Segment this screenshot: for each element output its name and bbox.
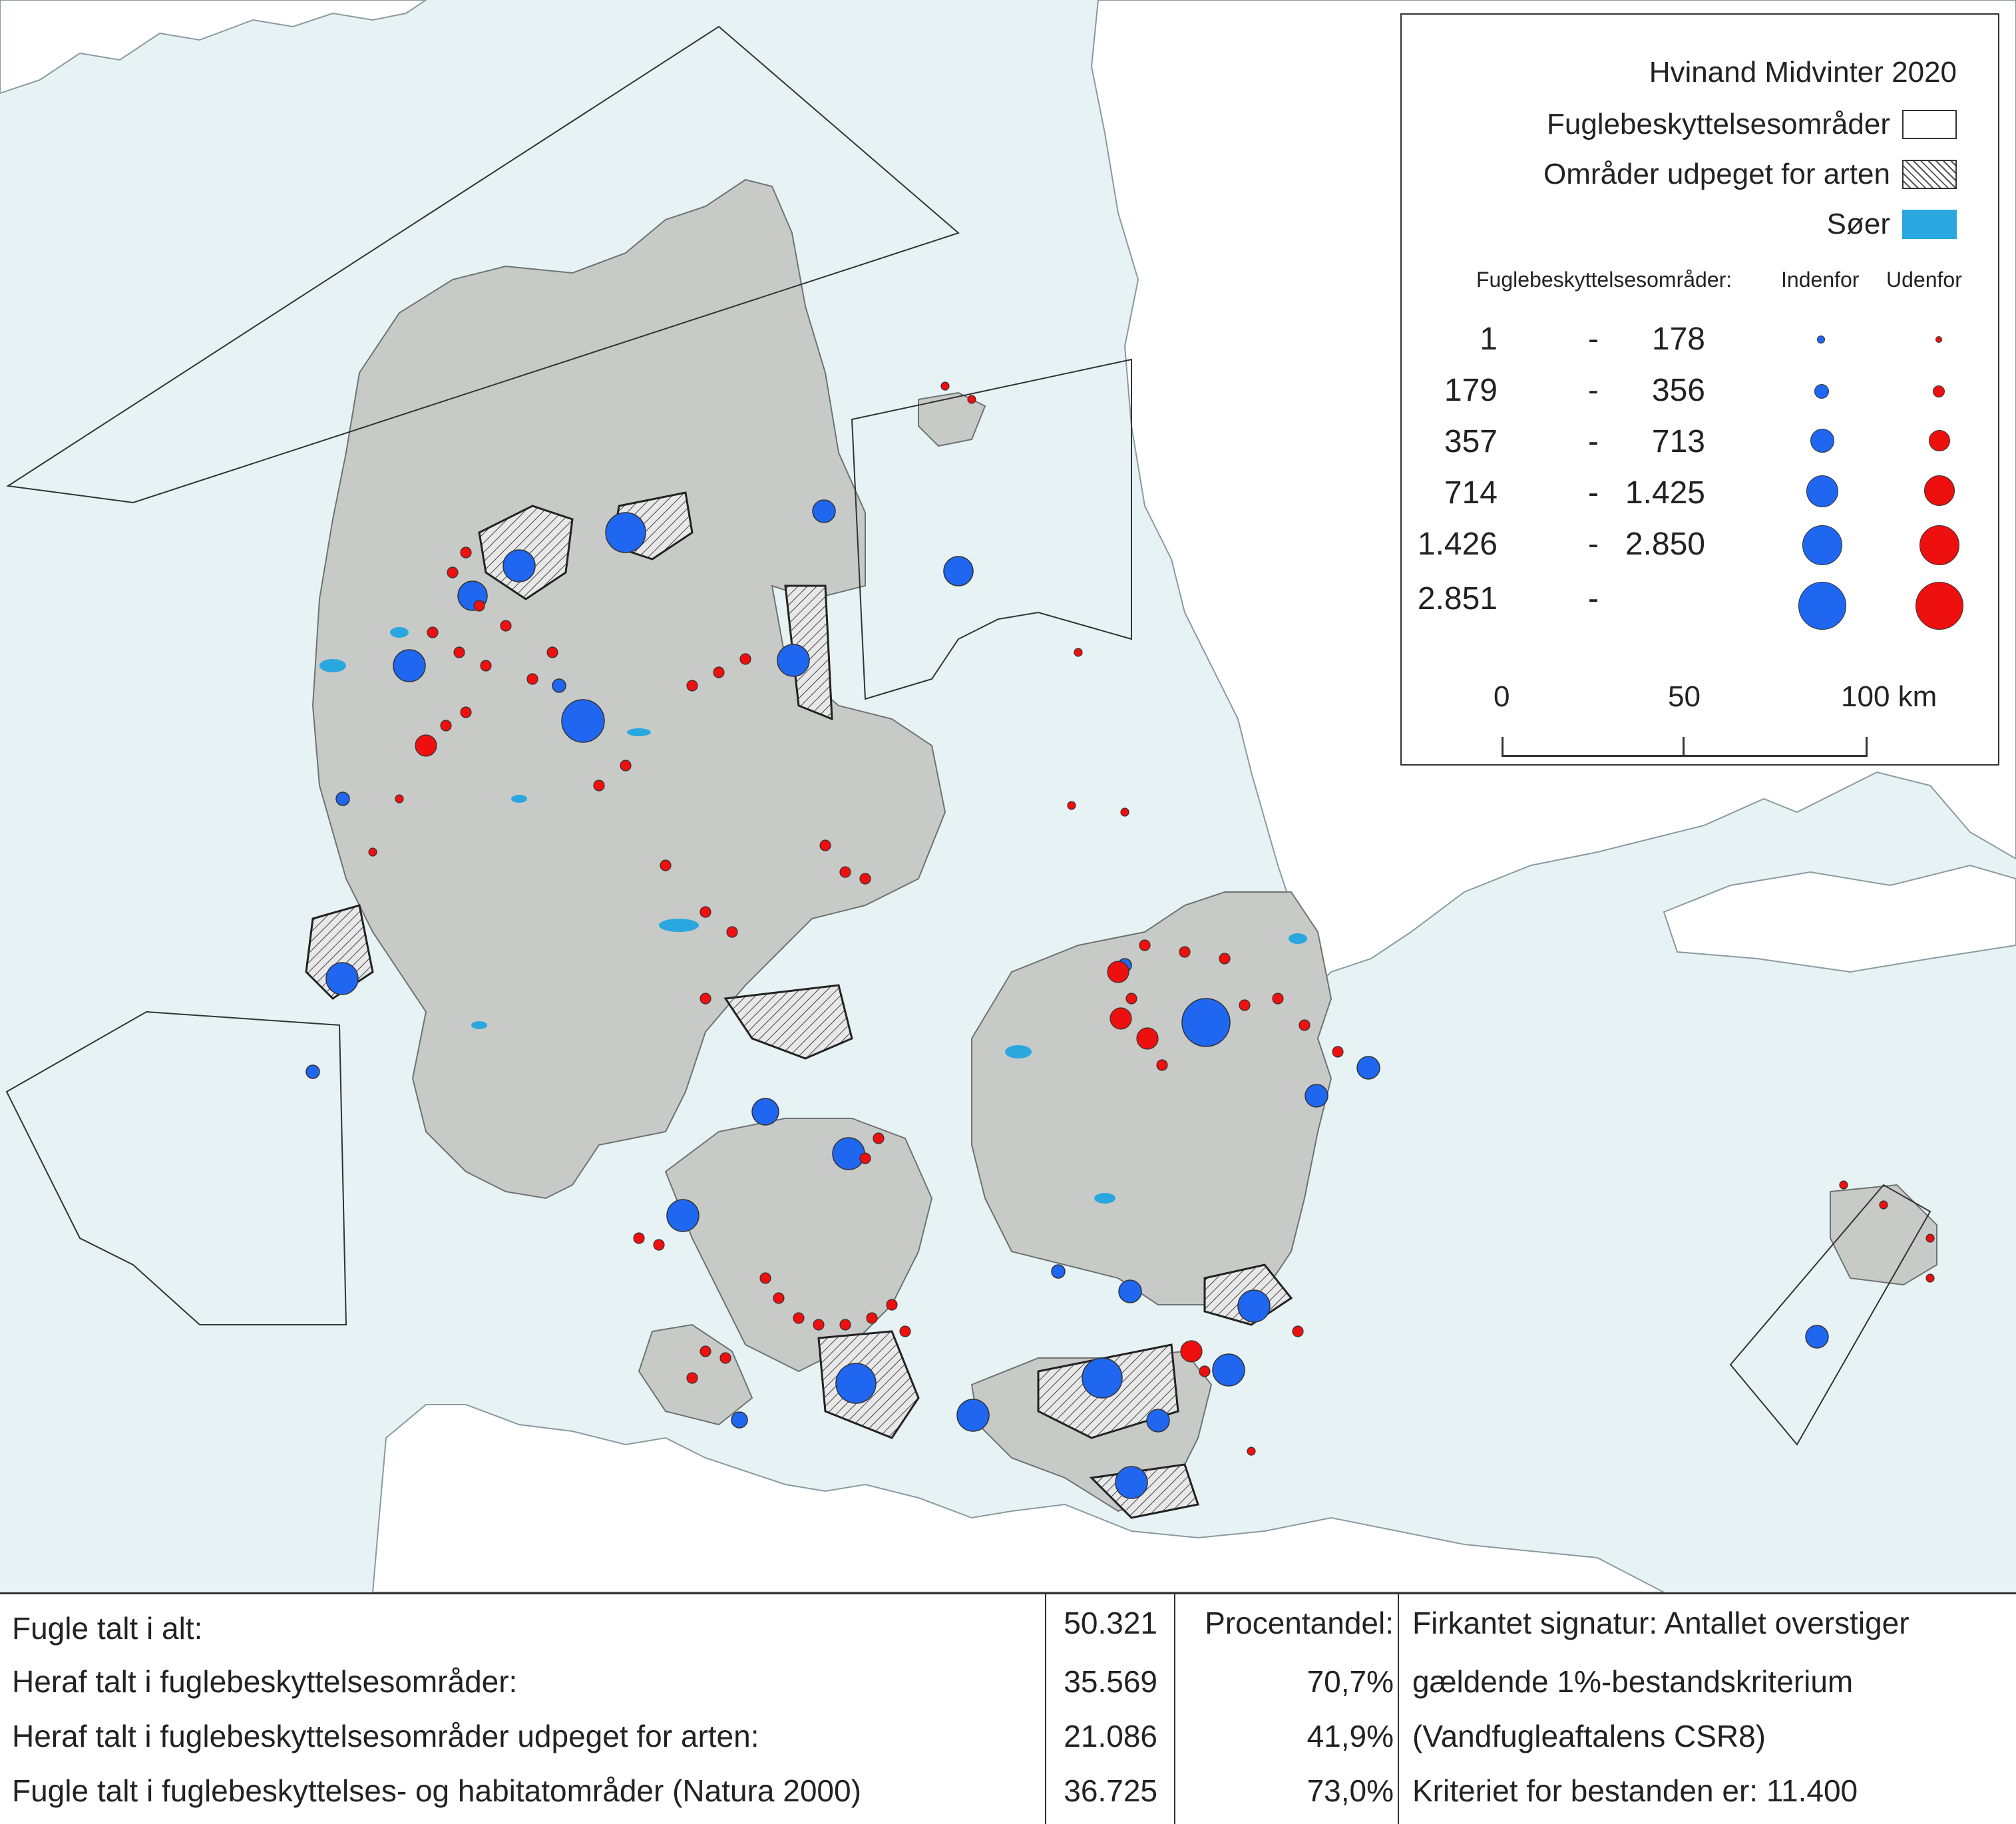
- inside-symbol: [1817, 336, 1825, 343]
- outside-symbol: [1919, 525, 1959, 565]
- stats-row3-label: Heraf talt i fuglebeskyttelsesområder ud…: [12, 1719, 759, 1753]
- stats-row1-label: Fugle talt i alt:: [12, 1611, 203, 1646]
- outside-symbol: [1929, 430, 1950, 451]
- legend-protected-areas: Fuglebeskyttelsesområder: [1547, 108, 1957, 141]
- outside-symbol: [1924, 475, 1955, 506]
- outside-symbol: [1933, 385, 1945, 397]
- stats-row4-label: Fugle talt i fuglebeskyttelses- og habit…: [12, 1773, 861, 1808]
- stats-row2-pct: 70,7%: [1307, 1664, 1394, 1699]
- legend-lakes: Søer: [1827, 208, 1957, 241]
- stats-row1-value: 50.321: [1064, 1606, 1157, 1640]
- class-from: 1: [1480, 322, 1498, 357]
- class-to: 2.850: [1625, 527, 1705, 562]
- class-dash: -: [1588, 424, 1599, 459]
- legend-designated-areas-label: Områder udpeget for arten: [1543, 158, 1890, 190]
- scale-label-100: 100 km: [1841, 680, 1937, 713]
- class-to: 1.425: [1625, 475, 1705, 511]
- stats-divider: [1174, 1594, 1175, 1824]
- legend-title: Hvinand Midvinter 2020: [1649, 56, 1957, 89]
- laeso-land: [918, 391, 986, 447]
- stats-note-line: Kriteriet for bestanden er: 11.400: [1412, 1773, 1858, 1808]
- funen-land: [664, 1118, 933, 1373]
- lake-swatch: [1902, 210, 1957, 239]
- stats-row4-pct: 73,0%: [1307, 1773, 1394, 1808]
- class-dash: -: [1588, 373, 1599, 408]
- class-dash: -: [1588, 475, 1599, 511]
- legend-inside-label: Indenfor: [1781, 268, 1860, 292]
- jutland-land: [311, 178, 946, 1200]
- stats-row2-value: 35.569: [1064, 1664, 1157, 1699]
- legend: Hvinand Midvinter 2020 Fuglebeskyttelses…: [1400, 13, 1999, 766]
- outside-symbol: [1915, 582, 1963, 630]
- stats-row3-pct: 41,9%: [1307, 1719, 1394, 1753]
- class-dash: -: [1588, 581, 1599, 616]
- class-from: 1.426: [1417, 527, 1498, 562]
- inside-symbol: [1802, 525, 1842, 565]
- stats-row2-label: Heraf talt i fuglebeskyttelsesområder:: [12, 1664, 518, 1699]
- protected-area-swatch: [1902, 110, 1957, 139]
- inside-symbol: [1810, 429, 1834, 453]
- designated-area-swatch: [1902, 160, 1957, 189]
- class-dash: -: [1588, 322, 1599, 357]
- class-from: 714: [1444, 475, 1498, 511]
- scale-label-50: 50: [1668, 680, 1701, 713]
- bornholm-land: [1830, 1184, 1937, 1286]
- stats-table: Fugle talt i alt: 50.321 Procentandel: H…: [0, 1592, 2016, 1824]
- germany-land: [371, 1404, 1665, 1592]
- stats-note-line: Firkantet signatur: Antallet overstiger: [1412, 1606, 1910, 1640]
- class-to: 713: [1651, 424, 1705, 459]
- class-dash: -: [1588, 527, 1599, 562]
- stats-row4-value: 36.725: [1064, 1773, 1157, 1808]
- stats-row1-pct: Procentandel:: [1205, 1606, 1394, 1640]
- legend-outside-label: Udenfor: [1886, 268, 1962, 292]
- scale-bar: [1502, 737, 1868, 757]
- protection-area-outlines: [5, 25, 1931, 1446]
- legend-protected-areas-label: Fuglebeskyttelsesområder: [1546, 108, 1890, 140]
- inside-points: [305, 499, 1829, 1499]
- norway-land: [0, 0, 427, 95]
- inside-symbol: [1798, 582, 1846, 630]
- outside-symbol: [1935, 336, 1942, 343]
- outside-points: [368, 381, 1935, 1456]
- scale-label-0: 0: [1494, 680, 1510, 713]
- class-from: 179: [1444, 373, 1498, 408]
- legend-designated-areas: Områder udpeget for arten: [1543, 158, 1957, 191]
- class-from: 2.851: [1417, 581, 1498, 616]
- scale-bar-mid-tick: [1683, 737, 1685, 757]
- class-to: 178: [1651, 322, 1705, 357]
- legend-header-label: Fuglebeskyttelsesområder:: [1476, 268, 1732, 292]
- inside-symbol: [1814, 384, 1829, 399]
- stats-note-line: gældende 1%-bestandskriterium: [1412, 1664, 1854, 1699]
- class-from: 357: [1444, 424, 1498, 459]
- stats-divider: [1045, 1594, 1046, 1824]
- stats-note-line: (Vandfugleaftalens CSR8): [1412, 1719, 1766, 1753]
- stats-row3-value: 21.086: [1064, 1719, 1157, 1753]
- inside-symbol: [1806, 475, 1838, 507]
- class-to: 356: [1651, 373, 1705, 408]
- legend-lakes-label: Søer: [1826, 208, 1890, 240]
- sweden-south: [1663, 864, 2016, 973]
- stats-divider: [1398, 1594, 1399, 1824]
- lakes: [319, 627, 1307, 1204]
- zealand-land: [971, 891, 1332, 1305]
